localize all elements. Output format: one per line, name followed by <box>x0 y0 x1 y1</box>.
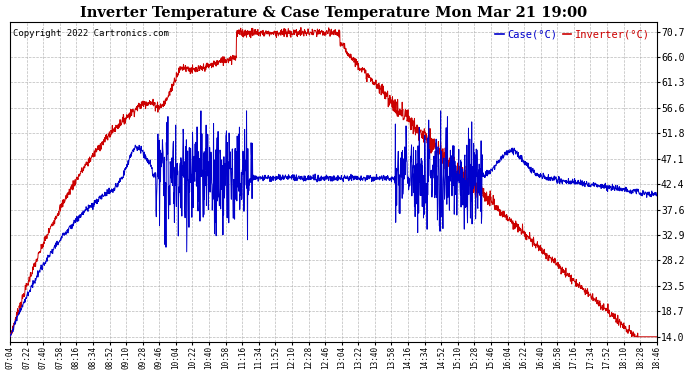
Title: Inverter Temperature & Case Temperature Mon Mar 21 19:00: Inverter Temperature & Case Temperature … <box>80 6 587 20</box>
Text: Copyright 2022 Cartronics.com: Copyright 2022 Cartronics.com <box>13 28 169 38</box>
Legend: Case(°C), Inverter(°C): Case(°C), Inverter(°C) <box>493 27 651 42</box>
